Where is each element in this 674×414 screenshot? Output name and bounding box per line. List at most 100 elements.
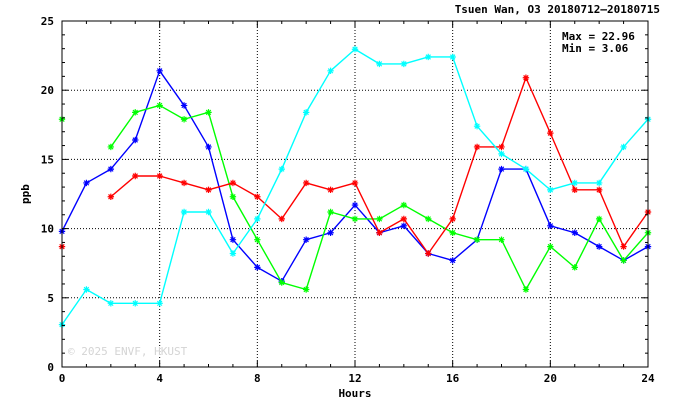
data-point — [473, 236, 481, 243]
data-point — [449, 257, 456, 264]
data-point — [425, 215, 432, 223]
data-point — [498, 143, 505, 151]
data-point — [156, 67, 163, 75]
data-point — [156, 172, 163, 180]
data-point — [327, 208, 334, 216]
data-point — [620, 243, 627, 250]
data-point — [571, 179, 578, 187]
data-point — [571, 229, 578, 236]
data-point — [302, 236, 310, 243]
x-tick-label: 12 — [348, 372, 361, 385]
data-point — [229, 236, 237, 243]
data-point — [254, 264, 261, 271]
data-point — [132, 172, 139, 180]
data-point — [83, 179, 90, 187]
data-point — [400, 60, 408, 68]
watermark: © 2025 ENVF, HKUST — [68, 345, 188, 358]
data-point — [132, 136, 139, 144]
data-point — [547, 222, 554, 230]
series-line — [110, 77, 649, 255]
data-point — [351, 46, 359, 53]
max-annotation: Max = 22.96 — [562, 30, 635, 43]
data-point — [449, 215, 456, 223]
data-point — [278, 279, 285, 286]
data-point — [107, 193, 115, 200]
data-point — [180, 179, 188, 187]
data-point — [425, 53, 432, 61]
data-point — [156, 300, 163, 307]
data-point — [473, 143, 481, 151]
data-point — [132, 109, 139, 116]
y-tick-label: 5 — [47, 292, 54, 305]
data-point — [302, 179, 310, 187]
data-point — [83, 286, 90, 293]
min-annotation: Min = 3.06 — [562, 42, 629, 55]
y-tick-label: 25 — [41, 15, 54, 28]
data-point — [107, 165, 115, 173]
data-point — [180, 208, 188, 216]
x-tick-label: 4 — [156, 372, 163, 385]
data-point — [400, 222, 408, 230]
data-point — [254, 215, 261, 223]
data-point — [327, 229, 334, 236]
chart-title: Tsuen Wan, O3 20180712–20180715 — [455, 3, 660, 16]
data-point — [595, 179, 603, 187]
data-point — [547, 129, 554, 137]
data-point — [498, 150, 505, 158]
data-point — [351, 215, 359, 223]
data-point — [302, 286, 310, 293]
data-point — [205, 109, 212, 116]
data-point — [571, 264, 578, 271]
x-axis-title: Hours — [338, 387, 371, 400]
data-point — [473, 122, 481, 130]
data-point — [180, 102, 188, 109]
data-point — [620, 143, 627, 151]
data-point — [400, 215, 408, 223]
data-point — [400, 201, 408, 209]
data-point — [376, 60, 383, 68]
data-point — [376, 229, 383, 236]
data-point — [620, 257, 627, 264]
y-tick-label: 20 — [41, 84, 54, 97]
data-point — [425, 250, 432, 257]
data-point — [254, 193, 261, 200]
tick-labels: 0 4 8 12 16 20 24 0 5 10 15 20 25 — [41, 15, 655, 385]
data-point — [205, 208, 212, 216]
data-point — [522, 286, 530, 293]
y-tick-label: 15 — [41, 153, 54, 166]
data-point — [595, 243, 603, 250]
data-point — [229, 179, 237, 187]
x-tick-label: 20 — [544, 372, 557, 385]
y-tick-label: 0 — [47, 361, 54, 374]
x-tick-label: 8 — [254, 372, 261, 385]
data-point — [254, 236, 261, 243]
data-point — [449, 229, 456, 236]
data-point — [327, 186, 334, 194]
y-tick-label: 10 — [41, 223, 54, 236]
data-point — [229, 193, 237, 200]
data-point — [449, 53, 456, 61]
data-point — [547, 186, 554, 194]
data-point — [351, 201, 359, 209]
tick-marks — [61, 20, 649, 368]
data-point — [595, 215, 603, 223]
data-point — [498, 236, 505, 243]
data-point — [571, 186, 578, 194]
data-point — [376, 215, 383, 223]
data-point — [107, 300, 115, 307]
data-point — [522, 74, 530, 81]
x-tick-label: 16 — [446, 372, 460, 385]
y-axis-title: ppb — [19, 184, 32, 204]
data-point — [278, 165, 285, 173]
grid-lines — [62, 21, 648, 367]
data-point — [302, 109, 310, 116]
series-line — [110, 104, 649, 291]
data-point — [278, 215, 285, 223]
data-point — [547, 243, 554, 250]
x-tick-label: 24 — [641, 372, 655, 385]
data-point — [180, 116, 188, 123]
data-point — [156, 102, 163, 109]
data-point — [205, 186, 212, 194]
